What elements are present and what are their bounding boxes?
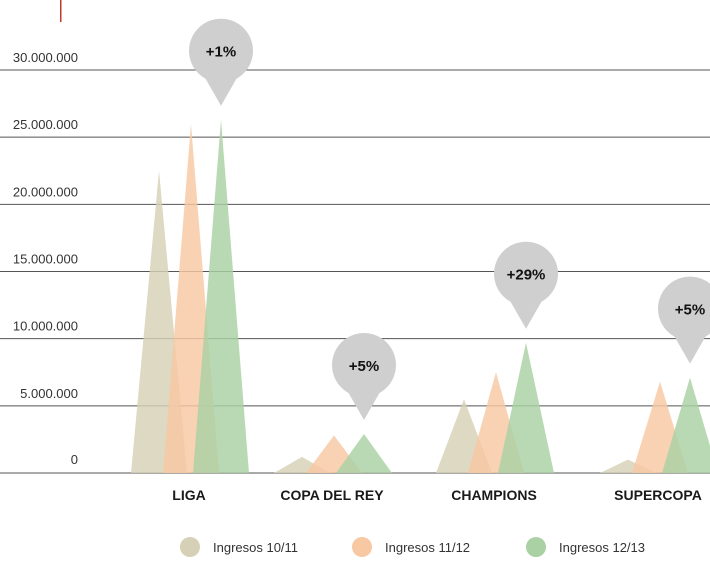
legend: Ingresos 10/11 Ingresos 11/12 Ingresos 12/… xyxy=(180,537,645,557)
legend-swatch xyxy=(526,537,546,557)
legend-label: Ingresos 11/12 xyxy=(385,540,470,555)
legend-label: Ingresos 12/13 xyxy=(559,540,645,555)
series-peak xyxy=(336,434,392,473)
series-peak xyxy=(193,119,249,473)
legend-item: Ingresos 10/11 xyxy=(180,537,298,557)
callout-label: +1% xyxy=(206,44,236,61)
callout-label: +5% xyxy=(349,358,379,375)
legend-swatch xyxy=(180,537,200,557)
change-callout: +5% xyxy=(658,276,710,364)
callout-bubble xyxy=(332,333,396,398)
callout-bubble xyxy=(658,276,710,341)
legend-label: Ingresos 10/11 xyxy=(213,540,298,555)
callout-bubble xyxy=(189,18,253,83)
y-tick-label: 0 xyxy=(71,452,78,467)
legend-swatch xyxy=(352,537,372,557)
y-tick-label: 5.000.000 xyxy=(20,386,78,401)
change-callout: +1% xyxy=(189,18,253,106)
callout-label: +5% xyxy=(675,302,705,319)
y-tick-label: 10.000.000 xyxy=(13,319,78,334)
y-axis-labels: 0 5.000.000 10.000.000 15.000.000 20.000.000… xyxy=(13,50,78,467)
y-tick-label: 25.000.000 xyxy=(13,117,78,132)
callout-bubble xyxy=(494,241,558,306)
change-callout: +29% xyxy=(494,241,558,329)
y-tick-label: 15.000.000 xyxy=(13,252,78,267)
legend-item: Ingresos 11/12 xyxy=(352,537,470,557)
series-peak xyxy=(498,342,554,473)
change-callout: +5% xyxy=(332,333,396,421)
category-labels: LIGA COPA DEL REY CHAMPIONS SUPERCOPA xyxy=(172,487,702,503)
accent-mark xyxy=(60,0,62,22)
category-label: SUPERCOPA xyxy=(614,487,702,503)
y-tick-label: 20.000.000 xyxy=(13,184,78,199)
callout-label: +29% xyxy=(507,267,546,284)
series-peak xyxy=(662,377,710,473)
legend-item: Ingresos 12/13 xyxy=(526,537,645,557)
y-tick-label: 30.000.000 xyxy=(13,50,78,65)
callout-layer: +1% +5% +29% +5% xyxy=(189,18,710,421)
category-label: CHAMPIONS xyxy=(451,487,537,503)
series-layer xyxy=(131,119,710,473)
grid-layer xyxy=(0,69,710,474)
category-label: LIGA xyxy=(172,487,205,503)
category-label: COPA DEL REY xyxy=(280,487,384,503)
